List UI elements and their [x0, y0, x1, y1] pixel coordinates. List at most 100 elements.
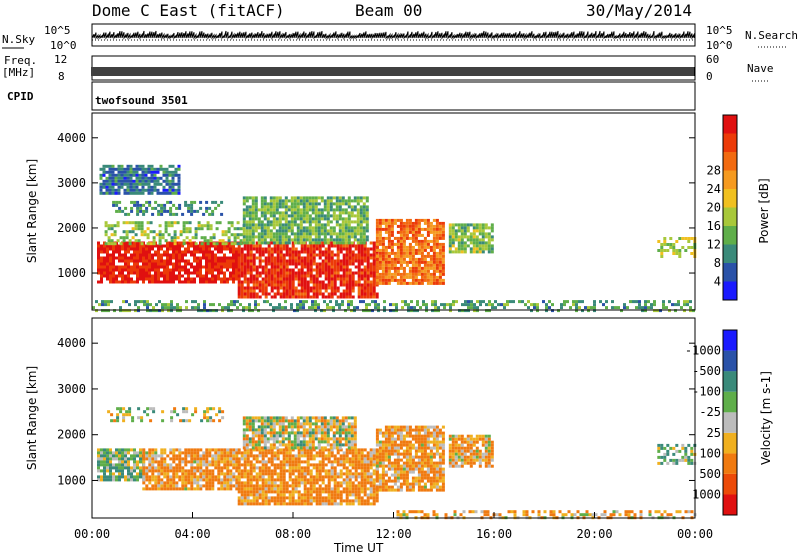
power-cell-2692	[305, 208, 309, 212]
power-cell-748	[270, 247, 274, 251]
power-cell-1901	[490, 244, 494, 248]
power-cell-1345	[375, 221, 379, 225]
power-cell-550	[232, 271, 235, 275]
velocity-cell-1134	[348, 472, 352, 476]
velocity-cell-493	[226, 472, 230, 476]
power-cell-1201	[351, 253, 355, 257]
power-cell-2369	[168, 182, 172, 186]
power-cell-870	[291, 244, 295, 248]
power-cell-487	[217, 256, 220, 260]
power-cell-1725	[435, 242, 439, 246]
power-cell-2205	[108, 191, 112, 195]
velocity-cell-1038	[330, 451, 334, 455]
velocity-cell-292	[175, 484, 179, 488]
power-cell-3035	[128, 309, 131, 313]
velocity-cell-494	[226, 475, 230, 479]
velocity-cell-696	[264, 484, 268, 488]
power-cell-1775	[441, 281, 445, 285]
velocity-cell-391	[202, 454, 206, 458]
velocity-cell-199	[151, 484, 155, 488]
power-cell-2308	[144, 176, 148, 180]
velocity-cell-132	[136, 475, 139, 479]
power-cell-357	[184, 250, 187, 254]
velocity-cell-1074	[336, 472, 340, 476]
power-cell-2502	[263, 232, 267, 236]
power-cell-1535	[405, 221, 409, 225]
velocity-cell-1130	[348, 457, 352, 461]
power-cell-213	[148, 256, 151, 260]
power-cell-1604	[414, 272, 418, 276]
power-cell-881	[291, 280, 295, 284]
power-cell-2639	[293, 232, 297, 236]
power-cell-220	[148, 277, 151, 281]
velocity-cell-1193	[357, 502, 361, 506]
power-cell-1304	[369, 286, 373, 290]
power-cell-2415	[245, 211, 249, 215]
power-cell-2069	[233, 236, 237, 240]
power-cell-1445	[390, 221, 394, 225]
power-cell-1779	[448, 232, 452, 236]
velocity-cell-2	[97, 454, 100, 458]
power-cell-759	[270, 280, 274, 284]
power-cell-265	[160, 265, 163, 269]
power-cell-2137	[172, 203, 176, 207]
power-cell-796	[276, 286, 280, 290]
velocity-cell-0	[97, 448, 100, 452]
power-cell-1252	[360, 277, 364, 281]
power-cell-1597	[414, 248, 418, 252]
power-cell-2719	[311, 202, 315, 206]
power-cell-2620	[290, 211, 294, 215]
power-cell-58	[109, 277, 112, 281]
velocity-cell-50	[109, 478, 112, 482]
velocity-cell-881	[300, 448, 304, 452]
velocity-cell-560	[240, 481, 244, 485]
velocity-cell-1208	[360, 490, 364, 494]
velocity-cell-378	[199, 448, 203, 452]
power-cell-923	[300, 265, 304, 269]
power-cell-1318	[372, 271, 376, 275]
power-cell-1515	[402, 224, 406, 228]
velocity-cell-1094	[339, 493, 343, 497]
power-cell-2440	[251, 199, 255, 203]
power-cell-1810	[457, 250, 461, 254]
power-cell-2788	[326, 208, 330, 212]
velocity-cell-247	[163, 484, 167, 488]
power-cell-147	[133, 250, 136, 254]
velocity-cell-51	[112, 451, 115, 455]
power-cell-1765	[441, 248, 445, 252]
power-cell-2698	[305, 229, 309, 233]
power-cell-701	[258, 295, 262, 299]
power-cell-555	[235, 247, 238, 251]
power-cell-500	[220, 259, 223, 263]
power-cell-3280	[503, 303, 506, 307]
velocity-cell-407	[205, 469, 209, 473]
power-cell-2222	[114, 191, 118, 195]
power-cell-444	[205, 280, 208, 284]
power-cell-2319	[147, 188, 151, 192]
power-cell-2938	[359, 232, 363, 236]
power-cell-1538	[405, 230, 409, 234]
power-cell-2020	[194, 230, 198, 234]
power-cell-2257	[126, 188, 130, 192]
power-cell-1413	[384, 254, 388, 258]
power-cell-1603	[414, 269, 418, 273]
power-cell-1632	[420, 245, 424, 249]
power-cell-2484	[260, 223, 264, 227]
power-cell-241	[154, 268, 157, 272]
power-cell-590	[240, 259, 244, 263]
velocity-cell-502	[229, 457, 233, 461]
power-cell-360	[184, 262, 187, 266]
power-cell-2856	[341, 223, 345, 227]
power-cell-2515	[266, 232, 270, 236]
velocity-cell-1003	[321, 490, 325, 494]
power-cell-3263	[476, 300, 479, 304]
power-cell-185	[142, 250, 145, 254]
power-cell-2653	[296, 229, 300, 233]
power-cell-109	[124, 247, 127, 251]
velocity-cell-490	[226, 463, 230, 467]
power-cell-3311	[566, 300, 569, 304]
power-cell-1181	[348, 244, 352, 248]
power-colorbar-seg-6	[723, 170, 737, 189]
power-cell-2786	[326, 202, 330, 206]
power-cell-680	[255, 277, 259, 281]
